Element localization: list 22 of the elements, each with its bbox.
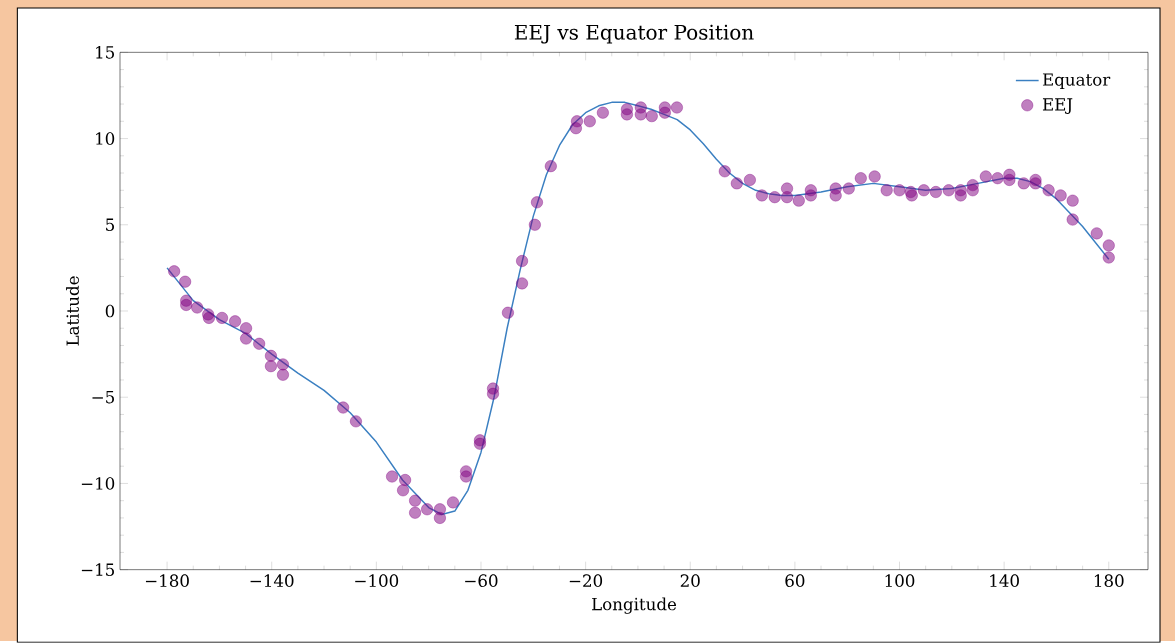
chart-title: EEJ vs Equator Position — [514, 24, 754, 44]
x-tick-label: −60 — [465, 574, 498, 588]
y-tick-label: −10 — [81, 477, 115, 490]
y-axis-title: Latitude — [66, 276, 79, 346]
x-tick-label: −180 — [145, 574, 189, 588]
x-tick-label: −20 — [569, 574, 603, 588]
x-tick-label: 100 — [885, 574, 915, 588]
x-tick-label: −100 — [355, 574, 399, 588]
x-axis-title: Longitude — [592, 597, 677, 614]
x-tick-label: 180 — [1094, 574, 1124, 588]
legend-label: Equator — [1042, 73, 1111, 90]
y-tick-label: −15 — [81, 563, 115, 577]
y-tick-label: 0 — [105, 304, 115, 318]
x-tick-label: 20 — [680, 574, 700, 588]
y-tick-label: 10 — [96, 132, 115, 145]
x-tick-label: 140 — [990, 574, 1019, 588]
x-tick-label: 60 — [785, 574, 805, 588]
y-tick-label: −5 — [92, 391, 115, 404]
legend-label: EEJ — [1042, 98, 1073, 114]
y-tick-label: 5 — [106, 218, 115, 232]
y-tick-label: 15 — [96, 46, 115, 59]
x-tick-label: −140 — [250, 574, 294, 588]
